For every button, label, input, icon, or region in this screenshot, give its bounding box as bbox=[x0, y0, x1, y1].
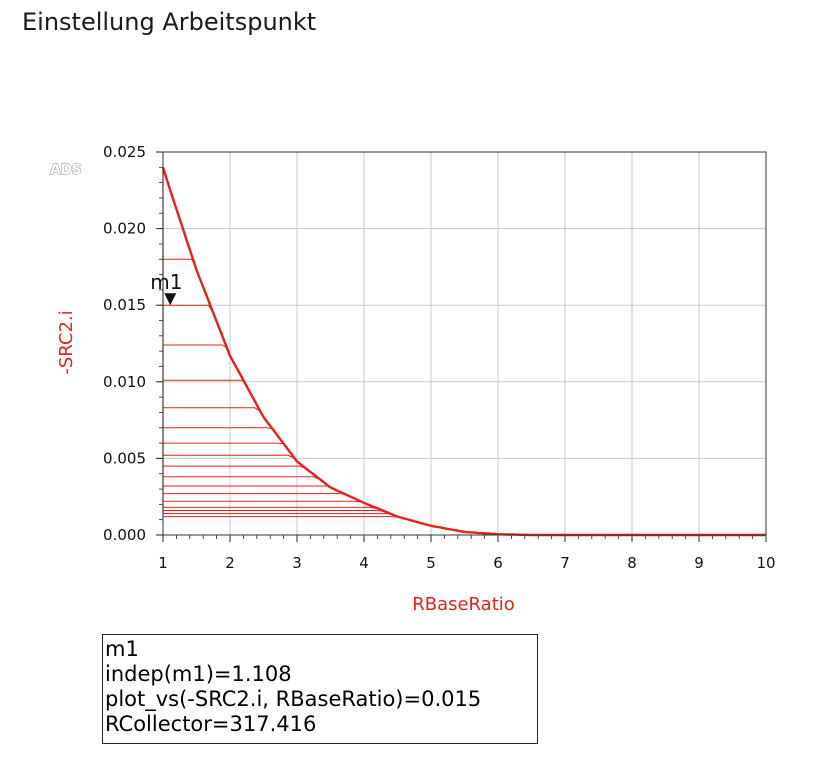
y-tick-label: 0.025 bbox=[103, 143, 146, 161]
sweep-curve bbox=[163, 407, 393, 515]
x-tick-label: 6 bbox=[493, 554, 503, 572]
plot-frame bbox=[162, 151, 767, 536]
marker-readout-box[interactable]: m1 indep(m1)=1.108 plot_vs(-SRC2.i, RBas… bbox=[102, 634, 538, 744]
sweep-curve bbox=[163, 344, 361, 502]
y-tick-label: 0.000 bbox=[103, 526, 146, 544]
ads-logo: ADS bbox=[50, 162, 81, 178]
y-tick-label: 0.015 bbox=[103, 296, 146, 314]
marker-readout-param: RCollector=317.416 bbox=[105, 712, 317, 736]
envelope-curve bbox=[161, 166, 766, 537]
x-axis-title: RBaseRatio bbox=[412, 594, 515, 615]
x-tick-label: 1 bbox=[158, 554, 168, 572]
marker-label: m1 bbox=[150, 270, 182, 294]
tick-labels: 1 2 3 4 5 6 7 8 9 10 0.000 0.005 0.010 0.015 0.020 0.02… bbox=[103, 143, 776, 572]
marker-readout-indep: indep(m1)=1.108 bbox=[105, 662, 292, 686]
series-layer bbox=[161, 166, 766, 537]
y-axis-title: -SRC2.i bbox=[56, 310, 77, 374]
marker-triangle-icon bbox=[164, 293, 177, 306]
x-tick-label: 5 bbox=[426, 554, 436, 572]
y-tick-label: 0.020 bbox=[103, 220, 146, 238]
marker-layer: m1 bbox=[150, 270, 182, 306]
sweep-curve bbox=[163, 485, 463, 533]
page-title: Einstellung Arbeitspunkt bbox=[22, 8, 317, 36]
x-tick-label: 8 bbox=[627, 554, 637, 572]
x-tick-label: 3 bbox=[292, 554, 302, 572]
x-tick-label: 2 bbox=[225, 554, 235, 572]
x-tick-label: 4 bbox=[359, 554, 369, 572]
y-tick-label: 0.005 bbox=[103, 449, 146, 467]
minor-ticks bbox=[156, 151, 767, 542]
y-tick-label: 0.010 bbox=[103, 373, 146, 391]
x-tick-label: 7 bbox=[560, 554, 570, 572]
sweep-curve bbox=[163, 476, 451, 530]
sweep-curve bbox=[163, 379, 378, 509]
grid bbox=[163, 152, 766, 535]
sweep-curve bbox=[163, 258, 328, 486]
x-tick-label: 10 bbox=[756, 554, 775, 572]
marker-readout-name: m1 bbox=[105, 637, 139, 661]
x-tick-label: 9 bbox=[694, 554, 704, 572]
marker-readout-value: plot_vs(-SRC2.i, RBaseRatio)=0.015 bbox=[105, 687, 482, 711]
sweep-curve bbox=[163, 465, 437, 528]
